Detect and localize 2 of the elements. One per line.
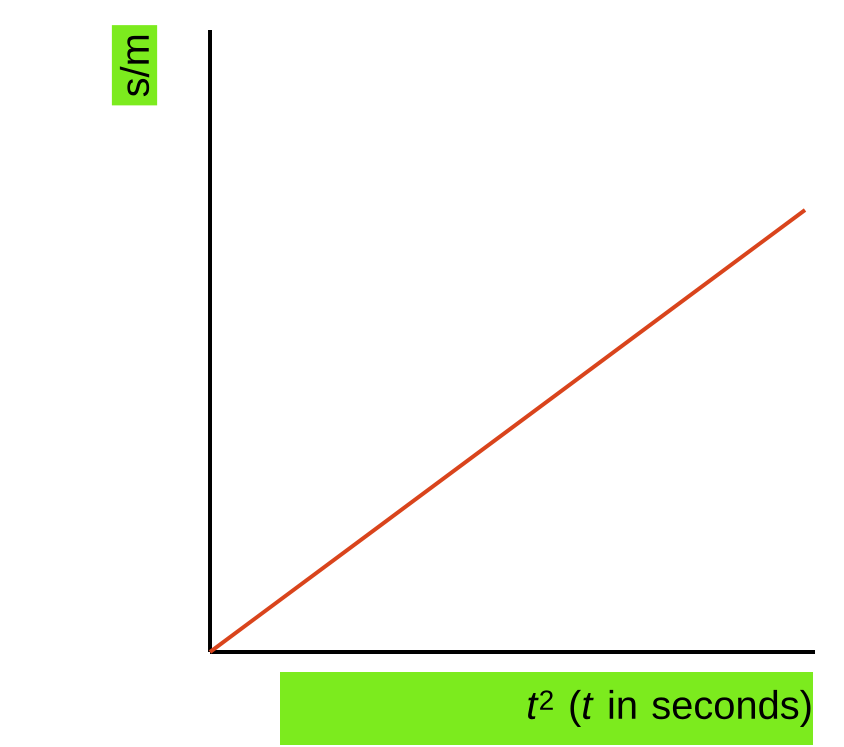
y-axis-title: s/m xyxy=(120,36,150,96)
x-axis-title: t$^{2}$ (t in seconds) xyxy=(528,690,810,728)
